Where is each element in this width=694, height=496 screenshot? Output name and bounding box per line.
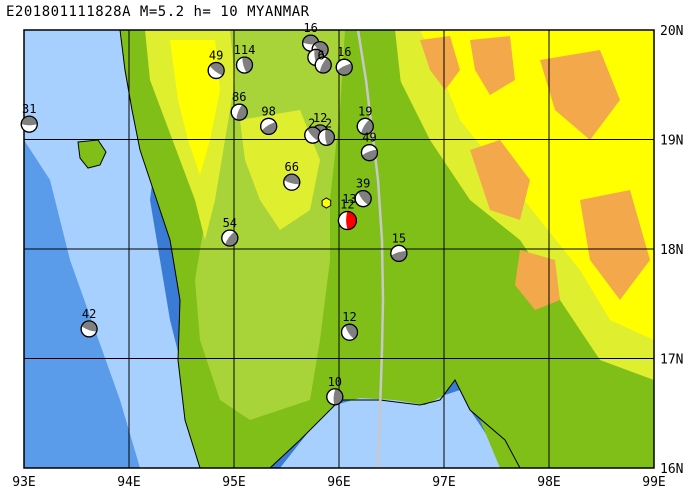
map-title: E201801111828A M=5.2 h= 10 MYANMAR [6,4,310,20]
event-depth-label: 12 [342,310,356,324]
x-tick-label: 98E [537,475,560,490]
event-depth-label: 6 [318,49,325,63]
mountain-east-1 [420,36,460,90]
event-depth-label: 49 [362,131,376,145]
event-beachball[interactable] [221,229,239,247]
x-tick-label: 95E [222,475,245,490]
gulf-coastline [269,379,521,468]
event-beachball[interactable] [80,320,98,338]
event-beachball[interactable] [230,103,248,121]
event-depth-label: 66 [285,160,299,174]
longitude-ticks: 93E 94E 95E 96E 97E 98E 99E [12,475,665,490]
event-depth-label: 2 [325,116,332,130]
mountain-east-4 [580,190,650,300]
event-depth-label: 39 [356,177,370,191]
event-beachball[interactable] [283,173,301,191]
event-beachball[interactable] [326,388,344,406]
event-depth-label: 16 [303,21,317,35]
y-tick-label: 17N [660,353,683,368]
event-depth-label: 10 [328,375,342,389]
sittaung-valley [355,30,440,370]
y-tick-label: 19N [660,134,683,149]
mountain-east-3 [540,50,620,140]
main-event-beachball[interactable] [337,210,357,231]
x-tick-label: 94E [117,475,140,490]
mountain-east-6 [470,36,515,95]
y-tick-label: 18N [660,243,683,258]
event-beachball[interactable] [360,144,379,162]
event-depth-label: 49 [209,49,223,63]
event-beachball[interactable] [314,56,332,74]
gulf-water [280,390,505,468]
event-beachball[interactable] [335,58,353,76]
event-depth-label: 114 [234,43,256,57]
coastline [119,30,201,468]
x-tick-label: 99E [642,475,665,490]
event-beachball[interactable] [20,115,38,133]
x-tick-label: 97E [432,475,455,490]
event-beachball[interactable] [340,323,359,341]
event-depth-label: 16 [337,45,351,59]
event-beachball[interactable] [390,244,408,262]
event-depth-label: 13 [342,192,356,206]
event-depth-label: 15 [392,231,406,245]
event-beachball[interactable] [354,190,372,208]
sagaing-fault [356,30,385,468]
event-beachball[interactable] [235,56,254,74]
x-tick-label: 96E [327,475,350,490]
station-hexagon [321,197,332,209]
event-beachball[interactable] [260,117,278,135]
event-depth-label: 12 [313,111,327,125]
x-tick-label: 93E [12,475,35,490]
event-beachball[interactable] [207,61,225,80]
event-depth-label: 42 [82,307,96,321]
event-depth-label: 54 [223,216,237,230]
map-frame [23,29,655,469]
event-beachball[interactable] [356,117,374,135]
mountain-east-2 [470,140,530,220]
event-depth-label: 86 [232,90,246,104]
event-depth-label: 19 [358,104,372,118]
latitude-ticks: 20N 19N 18N 17N 16N [660,24,683,477]
tenasserim-lowland [460,330,540,468]
event-depth-label: 98 [261,104,275,118]
event-depth-label: 12 [340,198,354,212]
y-tick-label: 20N [660,24,683,39]
y-tick-label: 16N [660,462,683,477]
event-depth-label: 2 [308,116,315,130]
coastal-shelf [24,30,120,120]
event-beachball[interactable] [317,128,335,146]
event-depth-label: 31 [22,102,36,116]
highland-west [170,40,220,175]
